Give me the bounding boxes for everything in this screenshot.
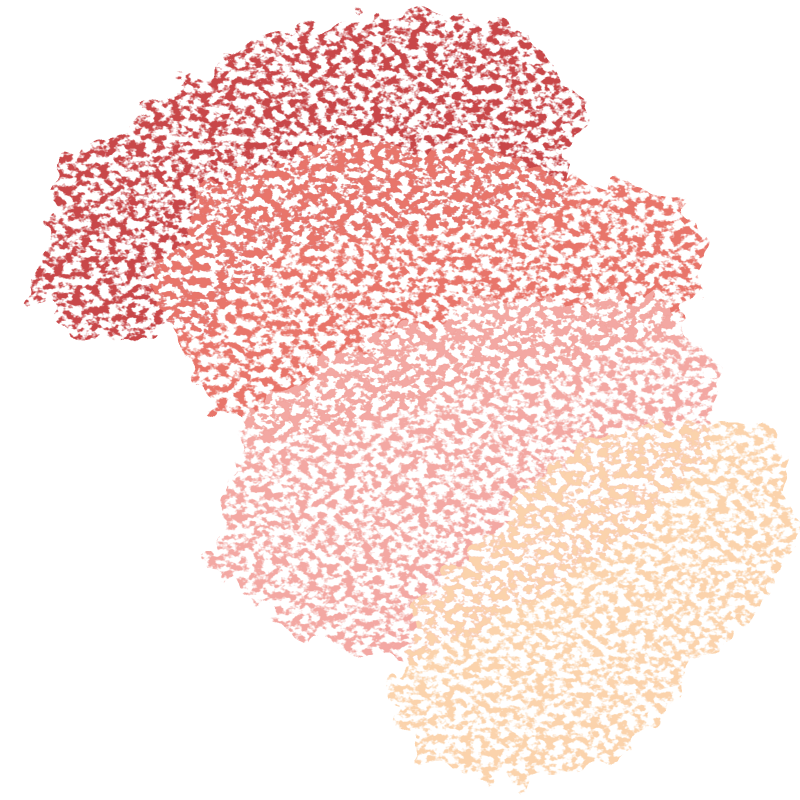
paint-swatch: [390, 420, 795, 785]
paint-swatch: [210, 300, 720, 660]
